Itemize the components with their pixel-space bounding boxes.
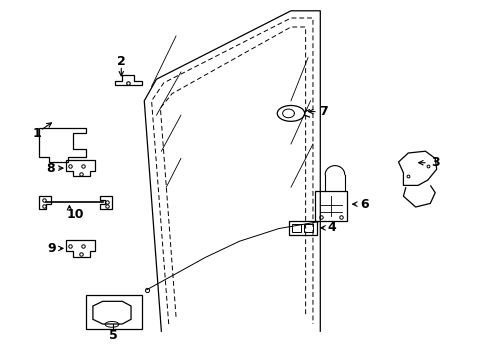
Text: 10: 10 <box>67 208 84 221</box>
Text: 1: 1 <box>32 127 41 140</box>
Text: 8: 8 <box>46 162 55 175</box>
Text: 7: 7 <box>319 105 327 118</box>
Text: 4: 4 <box>326 221 335 234</box>
Bar <box>85 295 142 329</box>
Bar <box>292 224 301 232</box>
Text: 2: 2 <box>117 55 125 68</box>
Text: 3: 3 <box>430 156 439 169</box>
Bar <box>304 224 312 232</box>
Text: 5: 5 <box>109 329 118 342</box>
Bar <box>315 191 346 221</box>
Bar <box>288 221 316 235</box>
Text: 6: 6 <box>359 198 368 211</box>
Text: 9: 9 <box>47 242 56 255</box>
